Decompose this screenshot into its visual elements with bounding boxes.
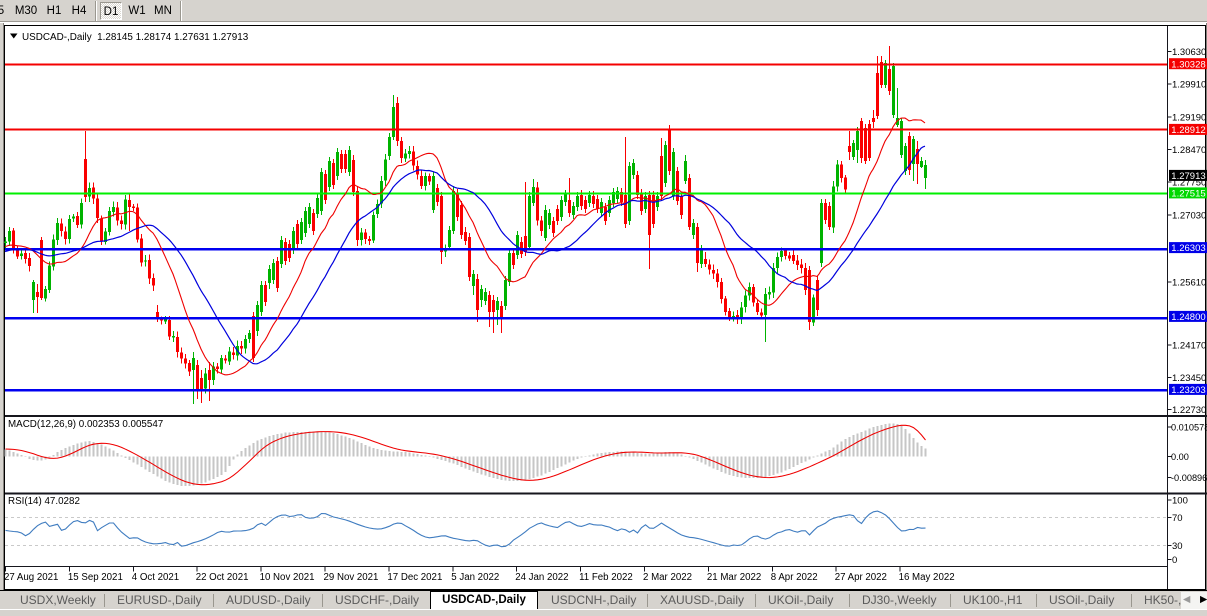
svg-text:1.27913: 1.27913 <box>1171 171 1205 182</box>
svg-text:16 May 2022: 16 May 2022 <box>899 572 955 583</box>
svg-text:5 Jan 2022: 5 Jan 2022 <box>451 572 499 583</box>
svg-text:17 Dec 2021: 17 Dec 2021 <box>387 572 442 583</box>
svg-text:11 Feb 2022: 11 Feb 2022 <box>579 572 633 583</box>
svg-text:MACD(12,26,9) 0.002353 0.00554: MACD(12,26,9) 0.002353 0.005547 <box>8 419 163 430</box>
svg-text:8 Apr 2022: 8 Apr 2022 <box>771 572 818 583</box>
svg-text:24 Jan 2022: 24 Jan 2022 <box>515 572 568 583</box>
svg-text:1.30630: 1.30630 <box>1172 47 1206 58</box>
svg-text:29 Nov 2021: 29 Nov 2021 <box>324 572 379 583</box>
svg-text:1.23450: 1.23450 <box>1172 373 1206 384</box>
svg-text:15 Sep 2021: 15 Sep 2021 <box>68 572 123 583</box>
svg-text:1.28470: 1.28470 <box>1172 145 1206 156</box>
svg-text:1.24170: 1.24170 <box>1172 340 1206 351</box>
svg-text:1.26303: 1.26303 <box>1171 243 1205 254</box>
svg-text:30: 30 <box>1172 541 1183 552</box>
svg-text:1.27030: 1.27030 <box>1172 210 1206 221</box>
svg-text:USDCAD-,Daily 1.28145 1.28174: USDCAD-,Daily 1.28145 1.28174 1.27631 1.… <box>22 32 249 43</box>
svg-text:1.24800: 1.24800 <box>1171 312 1205 323</box>
svg-text:-0.00896: -0.00896 <box>1171 473 1207 483</box>
svg-text:0.00: 0.00 <box>1171 452 1189 462</box>
svg-text:1.27750: 1.27750 <box>1172 178 1206 189</box>
svg-text:70: 70 <box>1172 513 1183 524</box>
svg-text:22 Oct 2021: 22 Oct 2021 <box>196 572 249 583</box>
svg-text:1.25610: 1.25610 <box>1172 278 1206 289</box>
svg-text:1.29910: 1.29910 <box>1172 80 1206 91</box>
svg-text:1.27515: 1.27515 <box>1171 189 1205 200</box>
svg-text:10 Nov 2021: 10 Nov 2021 <box>260 572 315 583</box>
svg-text:27 Aug 2021: 27 Aug 2021 <box>4 572 58 583</box>
svg-text:1.30328: 1.30328 <box>1171 59 1205 70</box>
svg-text:2 Mar 2022: 2 Mar 2022 <box>643 572 692 583</box>
svg-text:0: 0 <box>1172 555 1177 566</box>
svg-text:21 Mar 2022: 21 Mar 2022 <box>707 572 761 583</box>
svg-text:1.22730: 1.22730 <box>1172 405 1206 416</box>
svg-text:100: 100 <box>1172 496 1188 507</box>
svg-text:4 Oct 2021: 4 Oct 2021 <box>132 572 179 583</box>
svg-text:1.29190: 1.29190 <box>1172 112 1206 123</box>
svg-text:1.28912: 1.28912 <box>1171 125 1205 136</box>
svg-text:27 Apr 2022: 27 Apr 2022 <box>835 572 887 583</box>
svg-text:0.010578: 0.010578 <box>1171 423 1207 433</box>
svg-text:1.23203: 1.23203 <box>1171 385 1205 396</box>
svg-text:RSI(14) 47.0282: RSI(14) 47.0282 <box>8 496 80 507</box>
